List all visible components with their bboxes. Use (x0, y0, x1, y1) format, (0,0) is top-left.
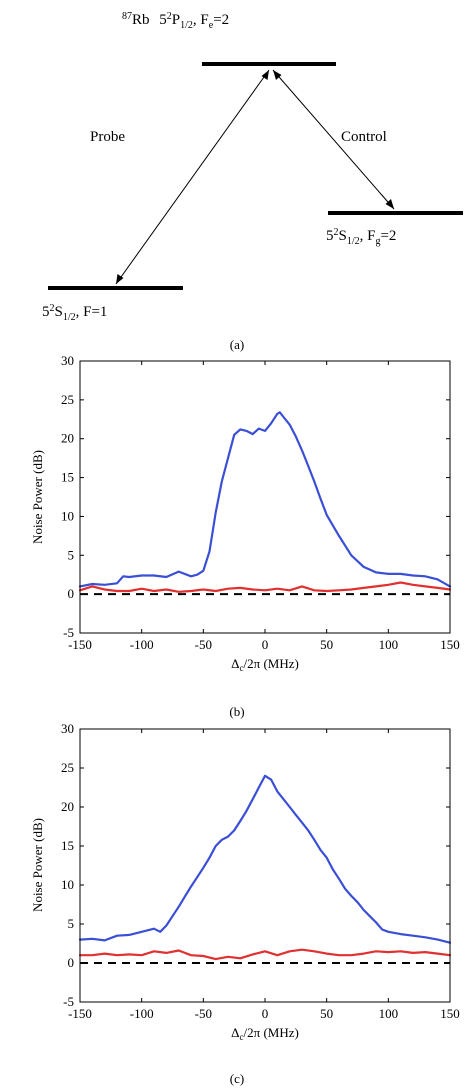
control-arrow (272, 69, 395, 210)
probe-arrowhead-top (261, 70, 269, 80)
probe-label: Probe (90, 129, 125, 145)
excited-level-label: 87Rb 52P1/2, Fe=2 (122, 11, 229, 31)
upper-ground-level-label: 52S1/2, Fg=2 (326, 227, 396, 247)
chart-b-x-tick-label: 150 (440, 637, 460, 652)
chart-b-x-ticks: -150 -100 -50 0 50 100 150 (68, 361, 460, 652)
chart-b-x-tick-label: 100 (379, 637, 399, 652)
chart-b-y-ticks: -5 0 5 10 15 20 25 30 (61, 353, 450, 640)
chart-c-y-tick-label: 20 (61, 799, 74, 814)
control-arrowhead-top (273, 70, 282, 80)
chart-c-series-line-0 (78, 774, 452, 944)
chart-b-x-tick-label: 0 (262, 637, 269, 652)
probe-arrowhead-bottom (116, 274, 124, 284)
chart-c-x-tick-label: -100 (130, 1006, 154, 1021)
chart-c-y-tick-label: -5 (63, 994, 74, 1009)
caption-c: (c) (230, 1071, 244, 1086)
chart-b-x-tick-label: -50 (195, 637, 212, 652)
chart-c-x-tick-label: 50 (320, 1006, 333, 1021)
chart-c-y-tick-label: 30 (61, 721, 74, 736)
chart-c-x-ticks: -150 -100 -50 0 50 100 150 (68, 729, 460, 1021)
chart-c-x-tick-label: 100 (379, 1006, 399, 1021)
chart-c-xlabel: Δc/2π (MHz) (231, 1025, 299, 1042)
chart-c-series-line-1 (78, 948, 452, 961)
control-arrowhead-bottom (385, 199, 394, 209)
chart-c-marks (78, 774, 452, 964)
chart-c-y-tick-label: 10 (61, 877, 74, 892)
chart-b-y-tick-label: 10 (61, 508, 74, 523)
chart-b-x-tick-label: -150 (68, 637, 92, 652)
chart-c-x-tick-label: -50 (195, 1006, 212, 1021)
chart-c-y-tick-label: 0 (68, 955, 75, 970)
chart-b-ylabel: Noise Power (dB) (30, 450, 45, 544)
probe-arrow (115, 69, 270, 285)
chart-b-y-tick-label: 5 (68, 547, 75, 562)
chart-c-y-tick-label: 15 (61, 838, 74, 853)
chart-b-series-line-1 (78, 581, 452, 593)
chart-c-x-tick-label: -150 (68, 1006, 92, 1021)
chart-c-y-tick-label: 25 (61, 760, 74, 775)
lower-ground-level-label: 52S1/2, F=1 (42, 303, 107, 323)
chart-b-y-tick-label: 25 (61, 392, 74, 407)
caption-a: (a) (230, 337, 244, 352)
chart-b-y-tick-label: 15 (61, 470, 74, 485)
chart-b-marks (78, 411, 452, 596)
chart-b-xlabel: Δc/2π (MHz) (231, 656, 299, 673)
chart-c-ylabel: Noise Power (dB) (30, 818, 45, 912)
chart-b-y-tick-label: 30 (61, 353, 74, 368)
chart-b-axes-frame (79, 360, 451, 634)
control-label: Control (341, 129, 387, 145)
chart-c-y-ticks: -5 0 5 10 15 20 25 30 (61, 721, 450, 1009)
chart-b-y-tick-label: 0 (68, 586, 75, 601)
chart-b-x-tick-label: -100 (130, 637, 154, 652)
chart-b-y-tick-label: 20 (61, 431, 74, 446)
energy-level-diagram: 87Rb 52P1/2, Fe=2 Probe Control 52S1/2, … (42, 11, 463, 352)
chart-b-x-tick-label: 50 (320, 637, 333, 652)
caption-b: (b) (229, 704, 244, 719)
chart-c-y-tick-label: 5 (68, 916, 75, 931)
chart-c-x-tick-label: 0 (262, 1006, 269, 1021)
chart-c-axes-frame (79, 728, 451, 1003)
chart-c-x-tick-label: 150 (440, 1006, 460, 1021)
chart-b-series-line-0 (78, 411, 452, 588)
chart-b-y-tick-label: -5 (63, 625, 74, 640)
